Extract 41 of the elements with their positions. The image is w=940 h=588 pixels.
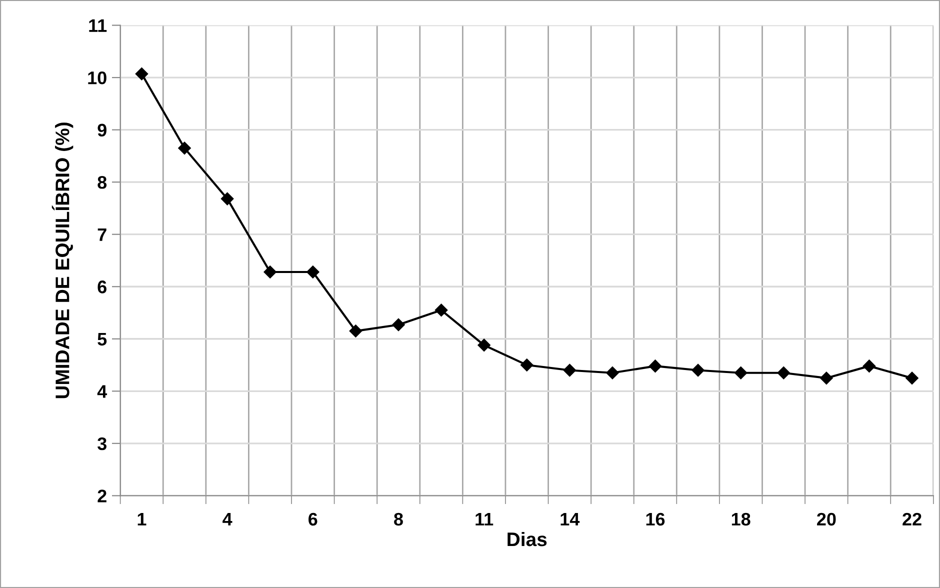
- x-tick-label: 22: [902, 512, 922, 526]
- x-tick-label: 16: [646, 512, 665, 526]
- y-tick-label: 8: [98, 176, 107, 189]
- y-tick-label: 6: [98, 280, 106, 294]
- x-tick-label: 8: [394, 512, 403, 526]
- point: [734, 366, 748, 380]
- point: [692, 364, 704, 377]
- point: [434, 304, 448, 317]
- x-tick-label: 18: [732, 512, 750, 526]
- x-tick-label: 14: [560, 513, 580, 526]
- point: [306, 266, 320, 278]
- y-tick-label: 2: [98, 490, 106, 502]
- y-tick-label: 3: [98, 437, 106, 450]
- point: [906, 372, 918, 384]
- point: [135, 67, 148, 80]
- point: [520, 358, 534, 372]
- y-tick-label: 7: [98, 228, 106, 241]
- point: [648, 360, 662, 372]
- point: [349, 324, 362, 338]
- point: [820, 372, 833, 384]
- x-tick-label: 4: [222, 513, 232, 526]
- point: [862, 360, 876, 372]
- point: [563, 364, 576, 377]
- point: [777, 366, 790, 380]
- y-tick-label: 9: [98, 124, 106, 137]
- y-tick-label: 5: [98, 333, 107, 346]
- point: [178, 142, 191, 155]
- y-tick-label: 11: [89, 19, 107, 32]
- y-tick-label: 10: [88, 71, 106, 84]
- x-tick-label: 1: [138, 513, 146, 526]
- point: [264, 266, 277, 278]
- point: [478, 338, 490, 352]
- y-axis-title: UMIDADE DE EQUILÍBRIO (%): [52, 122, 74, 398]
- x-tick-label: 20: [817, 512, 836, 526]
- y-tick-label: 4: [97, 385, 108, 398]
- point: [392, 318, 405, 332]
- x-axis-title: Dias: [508, 532, 547, 546]
- point: [220, 192, 234, 206]
- x-tick-label: 6: [308, 512, 318, 526]
- point: [606, 366, 619, 380]
- x-tick-label: 11: [476, 513, 494, 526]
